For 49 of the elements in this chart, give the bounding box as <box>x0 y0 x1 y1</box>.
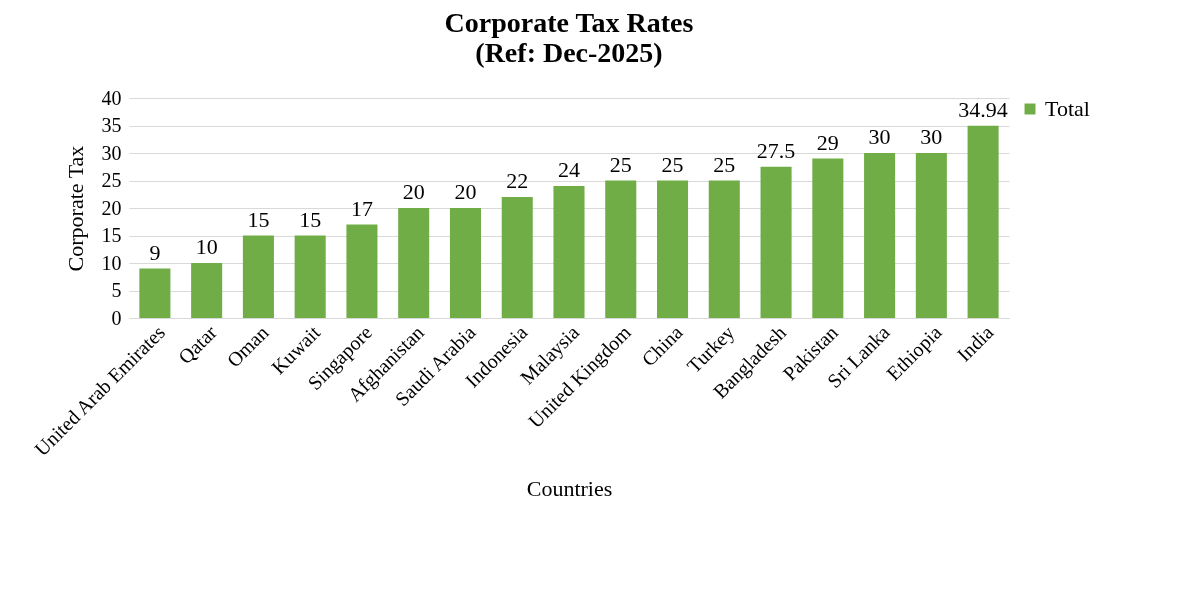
bar <box>398 208 430 318</box>
x-axis-title: Countries <box>526 475 613 501</box>
data-label: 17 <box>350 195 373 221</box>
data-label: 25 <box>609 151 632 177</box>
y-tick-label: 40 <box>101 86 122 109</box>
bar <box>760 166 792 318</box>
bar <box>139 268 171 318</box>
y-tick-label: 30 <box>101 141 122 164</box>
data-label: 20 <box>454 179 477 204</box>
data-label: 20 <box>402 179 425 204</box>
data-label: 27.5 <box>756 137 796 163</box>
x-tick-label: India <box>952 321 998 366</box>
data-label: 25 <box>713 151 736 177</box>
data-label: 10 <box>195 234 218 259</box>
bar <box>915 153 947 318</box>
text: Corporate Tax Rates <box>444 7 694 38</box>
bar <box>449 208 481 318</box>
data-label: 22 <box>506 168 529 193</box>
y-tick-label: 5 <box>111 279 122 301</box>
text: (Ref: Dec-2025) <box>475 37 663 68</box>
bar <box>242 235 274 318</box>
data-label: 30 <box>920 124 943 149</box>
data-label: 9 <box>149 239 161 265</box>
bar <box>346 224 378 318</box>
bar <box>967 125 999 318</box>
bar <box>191 263 223 318</box>
bar <box>708 180 740 318</box>
y-tick-label: 35 <box>101 114 122 136</box>
y-tick-label: 10 <box>101 251 122 274</box>
bar <box>501 197 533 318</box>
y-tick-label: 20 <box>101 196 122 219</box>
bar <box>605 180 637 318</box>
data-label: 15 <box>247 206 270 232</box>
y-axis-title: Corporate Tax <box>62 145 88 272</box>
bar <box>657 180 689 318</box>
data-label: 34.94 <box>958 96 1008 122</box>
y-tick-label: 15 <box>101 224 122 246</box>
data-label: 24 <box>558 157 580 182</box>
legend-label: Total <box>1045 96 1090 121</box>
bar <box>864 153 896 318</box>
y-tick-label: 25 <box>101 169 122 191</box>
data-label: 29 <box>816 129 839 155</box>
bar <box>294 235 326 318</box>
bar <box>812 158 844 318</box>
y-tick-label: 0 <box>111 306 122 329</box>
bar <box>553 186 585 318</box>
data-label: 30 <box>868 124 891 149</box>
data-label: 15 <box>299 206 322 232</box>
data-label: 25 <box>661 151 684 177</box>
